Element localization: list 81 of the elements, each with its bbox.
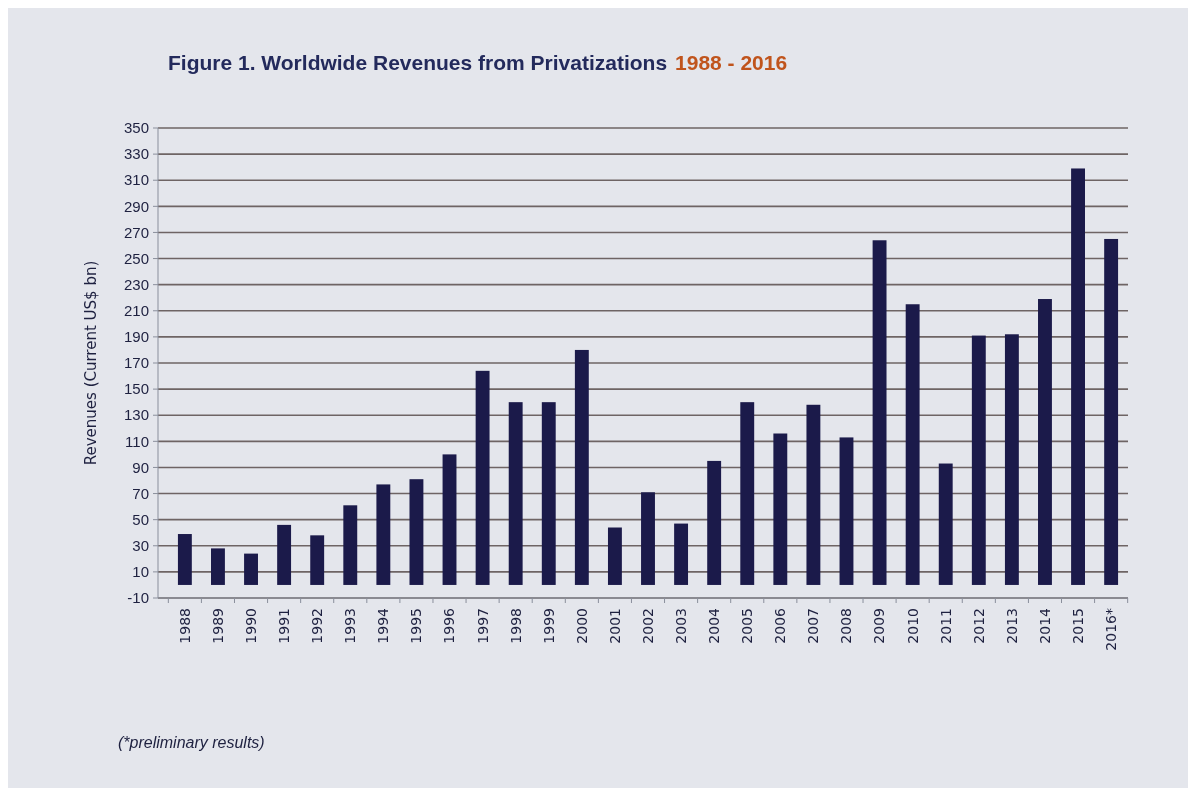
y-tick-label: 50 (132, 510, 149, 528)
y-tick-label: 190 (123, 328, 149, 346)
x-tick-label: 2006 (772, 607, 789, 644)
y-tick-label: 170 (123, 354, 149, 372)
bar (740, 402, 755, 585)
bar (938, 463, 953, 585)
bar (1004, 334, 1019, 585)
x-tick-label: 2001 (606, 608, 623, 644)
bar (641, 492, 655, 585)
y-axis-title: Revenues (Current US$ bn) (82, 260, 100, 466)
bar (376, 484, 391, 585)
bar (1038, 299, 1052, 585)
bar (244, 553, 258, 585)
y-tick-label: 330 (123, 145, 149, 163)
bar (475, 370, 490, 585)
y-tick-label: 210 (123, 302, 149, 320)
y-tick-label: 30 (132, 537, 149, 555)
bar (707, 460, 722, 585)
y-tick-label: 70 (132, 484, 149, 502)
bar (508, 402, 523, 585)
bar (310, 535, 325, 585)
x-tick-label: 2011 (937, 608, 954, 644)
x-tick-label: 1997 (474, 608, 491, 644)
x-tick-label: 2005 (739, 608, 756, 644)
x-tick-label: 2004 (706, 607, 723, 644)
x-tick-label: 1988 (176, 608, 193, 644)
chart-title: Figure 1. Worldwide Revenues from Privatizations (168, 51, 668, 74)
bar (177, 534, 192, 585)
x-tick-label: 1999 (540, 608, 557, 644)
bar (277, 524, 292, 585)
y-tick-label: 350 (123, 119, 149, 137)
x-tick-label: 1992 (309, 608, 326, 644)
x-tick-label: 1993 (342, 608, 359, 644)
x-tick-label: 2002 (639, 608, 656, 644)
bar (674, 523, 689, 585)
bar (971, 335, 986, 585)
y-tick-label: 110 (125, 432, 149, 450)
x-tick-label: 2000 (573, 608, 590, 644)
y-tick-label: 310 (123, 171, 149, 189)
x-tick-label: 1991 (276, 608, 293, 644)
y-tick-label: 230 (123, 275, 149, 293)
x-tick-label: 1994 (375, 607, 392, 644)
bar (607, 527, 622, 585)
x-tick-label: 2013 (1003, 608, 1020, 644)
x-tick-label: 2016* (1103, 608, 1120, 651)
bar (773, 433, 788, 585)
y-tick-label: 250 (123, 249, 149, 267)
y-tick-label: 270 (123, 223, 149, 241)
bar (574, 349, 589, 585)
bar (839, 437, 854, 585)
bar (1104, 238, 1119, 585)
x-tick-label: 1990 (242, 608, 259, 644)
bar (409, 479, 424, 585)
y-tick-label: 130 (123, 406, 149, 424)
bar (1071, 168, 1085, 585)
text: (*preliminary results) (118, 734, 265, 751)
y-tick-label: 290 (123, 197, 149, 215)
bar (541, 402, 556, 585)
y-tick-label: 150 (123, 380, 149, 398)
x-tick-label: 2007 (805, 608, 822, 644)
x-tick-label: 2014 (1036, 607, 1053, 644)
bar (343, 505, 358, 585)
bar (211, 548, 225, 585)
y-tick-label: -10 (127, 589, 149, 607)
x-tick-label: 1996 (441, 607, 458, 644)
x-tick-label: 2012 (970, 608, 987, 644)
x-tick-label: 2015 (1069, 608, 1086, 644)
x-tick-label: 1995 (408, 608, 425, 644)
x-tick-label: 2008 (838, 608, 855, 644)
bar (806, 404, 821, 585)
x-tick-label: 2003 (672, 608, 689, 644)
y-tick-label: 90 (132, 458, 149, 476)
x-tick-label: 1989 (209, 608, 226, 644)
y-tick-label: 10 (132, 563, 149, 581)
x-tick-label: 2010 (904, 608, 921, 644)
chart-subtitle: 1988 - 2016 (675, 51, 788, 74)
bar (872, 240, 887, 585)
bar (442, 454, 457, 585)
x-tick-label: 1998 (507, 608, 524, 644)
x-tick-label: 2009 (871, 608, 888, 644)
bar (905, 304, 920, 585)
